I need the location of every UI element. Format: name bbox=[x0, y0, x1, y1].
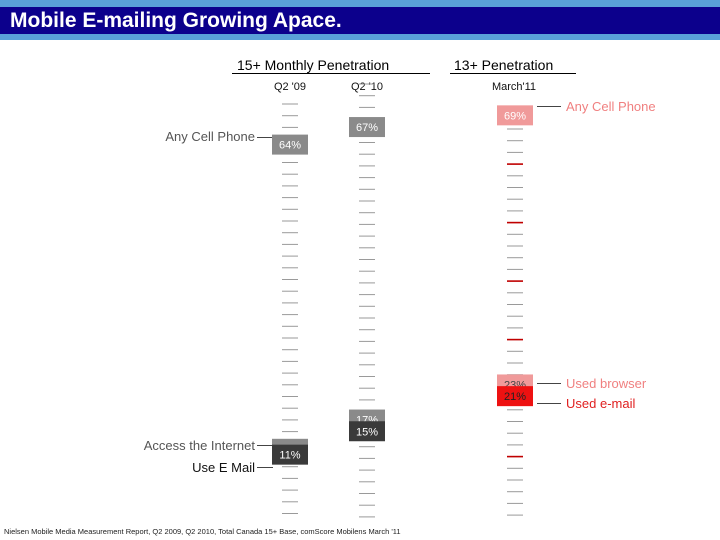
label-used-email: Used e-mail bbox=[566, 396, 636, 411]
bar-cell-march11-box bbox=[497, 105, 533, 126]
bar-email-q210-label: 15% bbox=[356, 426, 378, 438]
title-accent-bottom bbox=[0, 34, 720, 40]
leader-access-internet bbox=[257, 445, 273, 446]
leader-used-email bbox=[537, 403, 561, 404]
chart2-title-underline bbox=[450, 73, 576, 74]
title-band bbox=[0, 7, 720, 34]
leader-used-browser bbox=[537, 383, 561, 384]
bar-email-q210-box bbox=[349, 421, 385, 442]
label-access-internet: Access the Internet bbox=[143, 438, 255, 453]
chart1-category-q210: Q2 '10 bbox=[350, 81, 384, 93]
bar-cell-q210-label: 67% bbox=[356, 122, 378, 134]
chart1-title: 15+ Monthly Penetration bbox=[237, 57, 390, 73]
label-use-email: Use E Mail bbox=[192, 460, 255, 475]
bar-cell-q209-label: 64% bbox=[279, 140, 301, 152]
label-any-cell-phone-left: Any Cell Phone bbox=[165, 129, 255, 144]
leader-any-cell-phone-left bbox=[257, 137, 273, 138]
title-accent-top bbox=[0, 0, 720, 7]
bar-cell-q209-box bbox=[272, 134, 308, 155]
bar-email-q209-box bbox=[272, 444, 308, 465]
label-any-cell-phone-right: Any Cell Phone bbox=[566, 99, 656, 114]
leader-any-cell-phone-right bbox=[537, 106, 561, 107]
bar-email-march11-label: 21% bbox=[504, 391, 526, 403]
chart2-title: 13+ Penetration bbox=[454, 57, 554, 73]
chart1-title-underline bbox=[232, 73, 430, 74]
footnote: Nielsen Mobile Media Measurement Report,… bbox=[4, 527, 401, 536]
bar-cell-q210-box bbox=[349, 117, 385, 138]
page-title: Mobile E-mailing Growing Apace. bbox=[10, 9, 342, 32]
bar-email-q209-label: 11% bbox=[279, 450, 300, 462]
bar-email-march11-box bbox=[497, 386, 533, 407]
title-bar: Mobile E-mailing Growing Apace. bbox=[0, 0, 720, 40]
chart1-category-q209: Q2 '09 bbox=[273, 81, 307, 93]
bar-cell-march11-label: 69% bbox=[504, 110, 526, 122]
chart2-category-march11: March'11 bbox=[491, 81, 537, 93]
label-used-browser: Used browser bbox=[566, 376, 647, 391]
leader-use-email bbox=[257, 467, 273, 468]
